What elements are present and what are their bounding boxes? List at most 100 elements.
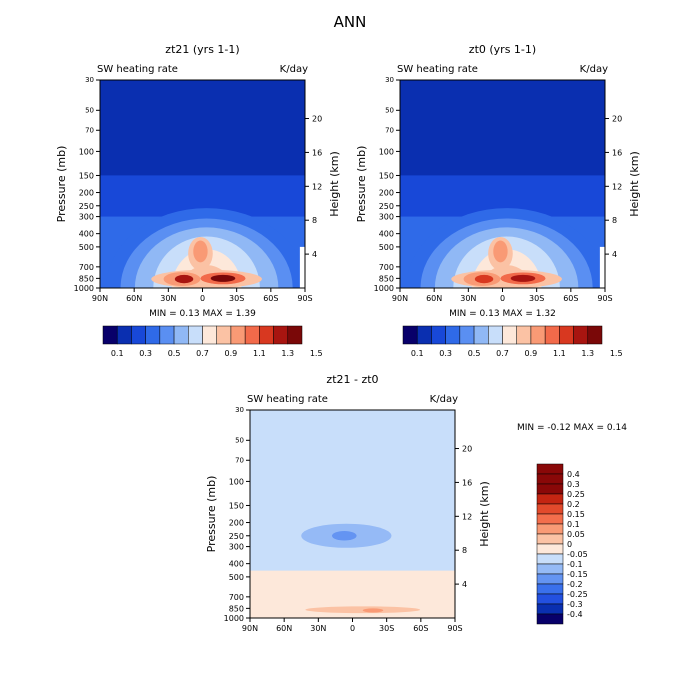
- colorbar-label: 1.1: [553, 349, 566, 358]
- colorbar-box: [416, 325, 432, 345]
- panel-right-label: K/day: [280, 64, 308, 75]
- y-tick-label: 400: [79, 230, 94, 239]
- colorbar-box: [116, 325, 132, 345]
- y2-tick-label: 16: [612, 148, 622, 157]
- colorbar-box: [273, 325, 289, 345]
- contour-pos-core: [362, 608, 384, 613]
- colorbar-label: 1.5: [310, 349, 323, 358]
- contour-pos-lower: [305, 606, 421, 614]
- colorbar-box: [536, 483, 564, 495]
- colorbar-box: [159, 325, 175, 345]
- panel-left-label: SW heating rate: [97, 64, 178, 75]
- colorbar-box: [516, 325, 532, 345]
- colorbar-box: [402, 325, 418, 345]
- colorbar-box: [536, 563, 564, 575]
- colorbar-box: [287, 325, 303, 345]
- y-tick-label: 500: [379, 243, 394, 252]
- colorbar-label: 0.9: [525, 349, 538, 358]
- colorbar-box: [536, 493, 564, 505]
- colorbar-box: [445, 325, 461, 345]
- panel-right-label: K/day: [430, 394, 458, 405]
- x-tick-label: 0: [350, 624, 355, 633]
- missing-data: [599, 246, 605, 288]
- colorbar-label: 0.3: [567, 480, 580, 489]
- contour-plume-core: [493, 240, 508, 263]
- colorbar-box: [536, 503, 564, 515]
- colorbar-box: [131, 325, 146, 345]
- y2-tick-label: 16: [312, 148, 322, 157]
- colorbar-label: -0.05: [567, 550, 588, 559]
- band-strat: [400, 80, 605, 176]
- y-tick-label: 250: [229, 532, 244, 541]
- x-tick-label: 30N: [310, 624, 326, 633]
- y2-tick-label: 4: [462, 580, 467, 589]
- min-max-label: MIN = 0.13 MAX = 1.32: [449, 309, 556, 319]
- contour-lobe-left-core: [174, 274, 194, 284]
- y-tick-label: 300: [379, 213, 394, 222]
- colorbar: 0.1 0.3 0.5 0.7 0.9 1.1 1.3 1.5: [402, 325, 623, 358]
- colorbar-label: 1.5: [610, 349, 623, 358]
- y-tick-label: 1000: [74, 284, 94, 293]
- colorbar-box: [188, 325, 203, 345]
- colorbar-box: [536, 473, 564, 485]
- colorbar: 0.40.30.250.20.150.10.050-0.05-0.1-0.15-…: [536, 463, 588, 625]
- colorbar-box: [230, 325, 246, 345]
- y-tick-label: 100: [379, 147, 394, 156]
- y-tick-label: 250: [79, 202, 94, 211]
- x-tick-label: 60N: [426, 294, 442, 303]
- y-tick-label: 150: [79, 171, 94, 180]
- x-tick-label: 60N: [126, 294, 142, 303]
- y-tick-label: 30: [235, 406, 244, 414]
- x-tick-label: 60N: [276, 624, 292, 633]
- x-tick-label: 90S: [297, 294, 312, 303]
- colorbar-label: -0.3: [567, 600, 583, 609]
- y-tick-label: 700: [79, 263, 94, 272]
- colorbar-box: [145, 325, 161, 345]
- y2-tick-label: 8: [612, 216, 617, 225]
- y2-tick-label: 8: [462, 546, 467, 555]
- y-tick-label: 400: [229, 560, 244, 569]
- missing-data: [299, 246, 305, 288]
- panel-left-label: SW heating rate: [247, 394, 328, 405]
- panel-bottom-center: 90N 60N 30N 0 30S 60S 90S305070100150200250300…: [205, 373, 627, 633]
- y2-tick-label: 20: [312, 115, 322, 124]
- panel-top-right: 90N 60N 30N 0 30S 60S 90S 30 50 70 100 150 200 250 300…: [355, 43, 641, 358]
- y-tick-label: 150: [229, 501, 244, 510]
- y2-tick-label: 8: [312, 216, 317, 225]
- contour-neg-core: [332, 531, 357, 541]
- x-tick-label: 60S: [563, 294, 578, 303]
- colorbar-label: 1.3: [281, 349, 294, 358]
- colorbar-box: [559, 325, 574, 345]
- x-tick-label: 30N: [460, 294, 476, 303]
- colorbar-label: 0.25: [567, 490, 585, 499]
- y-tick-label: 50: [385, 106, 394, 114]
- band-strat: [250, 410, 455, 461]
- x-tick-label: 90N: [392, 294, 408, 303]
- colorbar-label: -0.2: [567, 580, 583, 589]
- colorbar-box: [536, 553, 564, 565]
- panel-right-label: K/day: [580, 64, 608, 75]
- y-tick-label: 200: [229, 519, 244, 528]
- colorbar-box: [488, 325, 503, 345]
- contour-lobe-right-core: [210, 274, 236, 282]
- colorbar-box: [202, 325, 217, 345]
- y-axis-label: Pressure (mb): [355, 146, 368, 223]
- colorbar-box: [216, 325, 232, 345]
- x-tick-label: 30N: [160, 294, 176, 303]
- colorbar-box: [544, 325, 560, 345]
- colorbar-box: [459, 325, 475, 345]
- colorbar-box: [431, 325, 446, 345]
- colorbar-box: [173, 325, 189, 345]
- min-max-label: MIN = 0.13 MAX = 1.39: [149, 309, 256, 319]
- colorbar-box: [530, 325, 546, 345]
- min-max-label: MIN = -0.12 MAX = 0.14: [517, 423, 627, 433]
- y2-tick-label: 4: [612, 250, 617, 259]
- y-tick-label: 100: [79, 147, 94, 156]
- x-tick-label: 60S: [413, 624, 428, 633]
- x-tick-label: 30S: [529, 294, 544, 303]
- colorbar-box: [536, 613, 564, 625]
- band-strat: [100, 80, 305, 176]
- colorbar-box: [102, 325, 118, 345]
- colorbar-label: 0.05: [567, 530, 585, 539]
